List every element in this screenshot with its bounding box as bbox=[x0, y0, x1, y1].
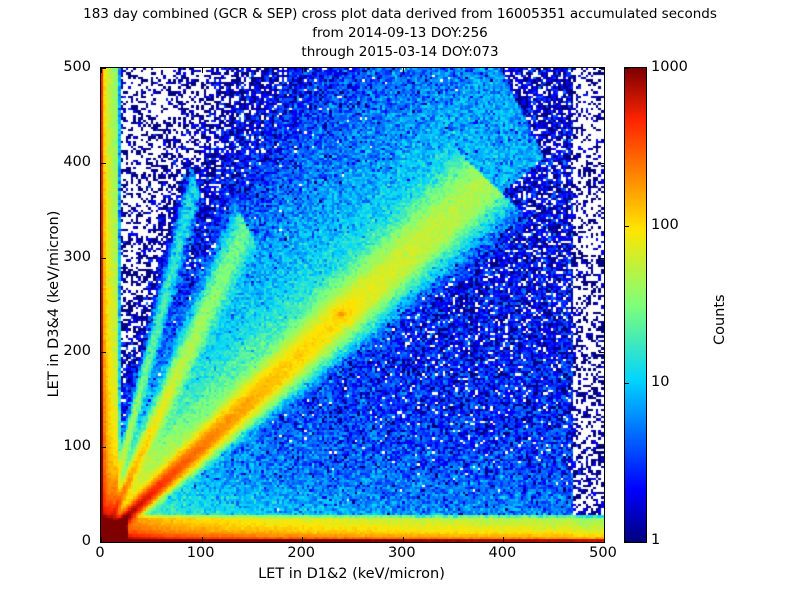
y-tick-400 bbox=[101, 162, 106, 164]
x-axis-label: LET in D1&2 (keV/micron) bbox=[258, 566, 445, 582]
colorbar-tick-label-10: 10 bbox=[651, 374, 670, 391]
x-tick-label-300: 300 bbox=[387, 545, 416, 561]
x-tick-top-400 bbox=[503, 68, 505, 73]
x-tick-label-500: 500 bbox=[589, 545, 617, 561]
x-tick-label-400: 400 bbox=[488, 545, 517, 561]
y-tick-0 bbox=[101, 542, 106, 543]
title-line-2: from 2014-09-13 DOY:256 bbox=[312, 25, 488, 41]
figure-title: 183 day combined (GCR & SEP) cross plot … bbox=[0, 5, 800, 62]
colorbar bbox=[624, 67, 647, 543]
colorbar-gradient bbox=[625, 68, 646, 542]
colorbar-tick-10 bbox=[625, 383, 629, 385]
x-tick-300 bbox=[402, 537, 404, 542]
y-tick-100 bbox=[101, 447, 106, 449]
x-tick-top-300 bbox=[402, 68, 404, 73]
x-tick-top-500 bbox=[604, 68, 605, 73]
y-tick-200 bbox=[101, 352, 106, 354]
title-line-3: through 2015-03-14 DOY:073 bbox=[301, 44, 499, 60]
title-line-1: 183 day combined (GCR & SEP) cross plot … bbox=[83, 6, 717, 22]
y-tick-500 bbox=[101, 68, 106, 69]
y-tick-right-300 bbox=[599, 257, 604, 259]
x-tick-400 bbox=[503, 537, 505, 542]
y-tick-right-500 bbox=[599, 68, 604, 69]
x-tick-label-0: 0 bbox=[95, 545, 105, 561]
x-tick-0 bbox=[101, 537, 102, 542]
y-axis-label: LET in D3&4 (keV/micron) bbox=[46, 210, 62, 398]
colorbar-tick-label-1: 1 bbox=[651, 532, 661, 548]
x-tick-500 bbox=[604, 537, 605, 542]
colorbar-tick-100 bbox=[625, 225, 629, 227]
y-tick-label-500: 500 bbox=[63, 59, 91, 75]
y-tick-right-200 bbox=[599, 352, 604, 354]
y-tick-label-0: 0 bbox=[81, 533, 91, 549]
y-tick-label-400: 400 bbox=[63, 153, 91, 170]
y-tick-right-400 bbox=[599, 162, 604, 164]
colorbar-tick-1000 bbox=[625, 68, 629, 69]
y-tick-label-300: 300 bbox=[63, 248, 91, 265]
colorbar-tick-label-1000: 1000 bbox=[651, 59, 688, 75]
x-tick-top-100 bbox=[201, 68, 203, 73]
x-tick-top-0 bbox=[101, 68, 102, 73]
plot-area bbox=[100, 67, 605, 543]
y-tick-right-100 bbox=[599, 447, 604, 449]
x-tick-200 bbox=[302, 537, 304, 542]
x-tick-label-200: 200 bbox=[287, 545, 316, 561]
colorbar-title: Counts bbox=[712, 294, 728, 345]
heatmap-scatter-layer bbox=[101, 68, 604, 542]
colorbar-tick-label-100: 100 bbox=[651, 216, 679, 233]
y-tick-label-200: 200 bbox=[63, 343, 91, 360]
colorbar-tick-1 bbox=[625, 541, 629, 542]
x-tick-top-200 bbox=[302, 68, 304, 73]
y-tick-label-100: 100 bbox=[63, 438, 91, 455]
y-tick-300 bbox=[101, 257, 106, 259]
x-tick-100 bbox=[201, 537, 203, 542]
y-tick-right-0 bbox=[599, 542, 604, 543]
x-tick-label-100: 100 bbox=[186, 545, 215, 561]
